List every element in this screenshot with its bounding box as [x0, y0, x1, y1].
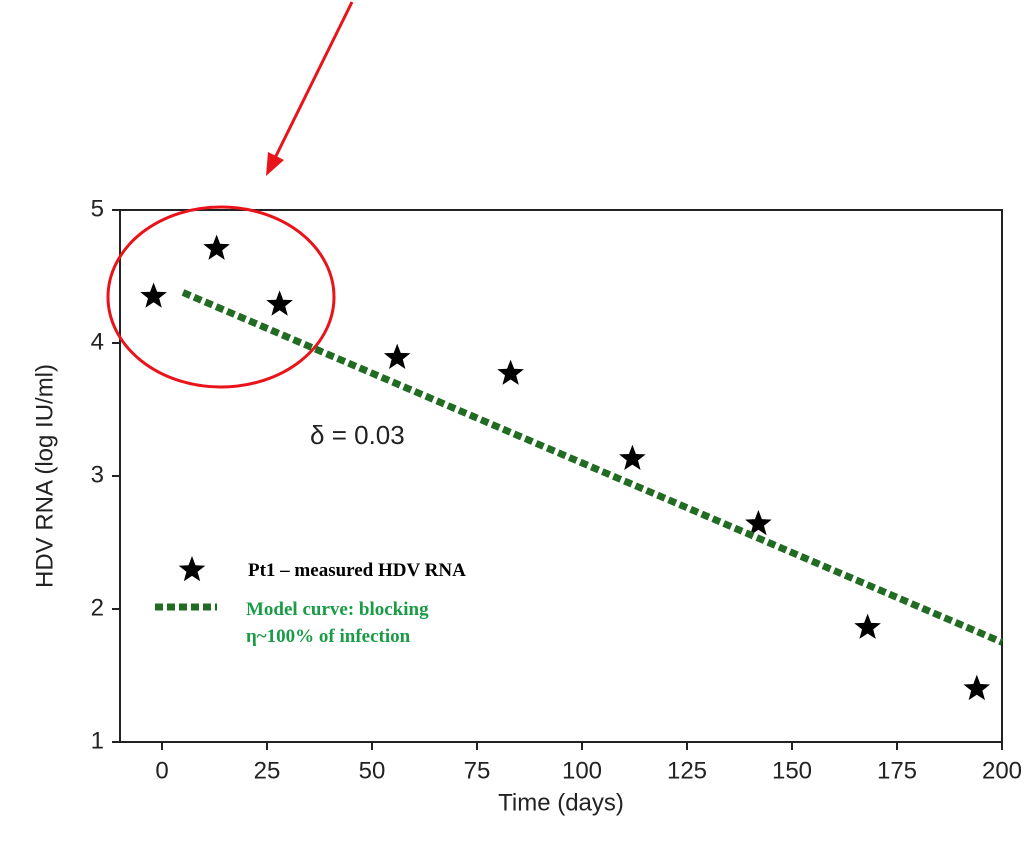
data-point	[497, 359, 524, 385]
y-tick-label: 2	[91, 594, 104, 621]
arrow-shaft	[272, 1, 354, 161]
x-tick-label: 50	[359, 757, 386, 784]
y-tick-label: 4	[91, 328, 104, 355]
data-point	[203, 234, 230, 260]
y-tick-label: 1	[91, 727, 104, 754]
highlight-circle	[106, 205, 336, 389]
x-tick-label: 125	[667, 757, 707, 784]
plot-frame	[119, 209, 1003, 743]
x-tick-label: 150	[772, 757, 812, 784]
data-point	[140, 282, 167, 308]
model-line	[181, 289, 1004, 646]
y-axis-label: HDV RNA (log IU/ml)	[31, 364, 58, 588]
data-point	[963, 674, 991, 701]
data-point	[383, 343, 411, 369]
data-point	[745, 509, 772, 536]
x-tick-label: 175	[877, 757, 917, 784]
data-point	[854, 613, 881, 639]
x-tick-label: 0	[155, 757, 168, 784]
legend-label: Pt1 – measured HDV RNA	[248, 560, 466, 581]
data-point	[266, 290, 293, 316]
legend-marker	[178, 556, 206, 582]
legend-label: Model curve: blocking η~100% of infectio…	[246, 599, 429, 647]
x-tick-label: 100	[562, 757, 602, 784]
data-point	[619, 444, 646, 470]
annotation: δ = 0.03	[310, 420, 405, 450]
y-tick-label: 5	[91, 195, 104, 222]
arrow-head	[266, 152, 284, 176]
x-tick-label: 75	[464, 757, 491, 784]
x-tick-label: 200	[982, 757, 1022, 784]
x-axis-label: Time (days)	[498, 789, 624, 816]
y-tick-label: 3	[91, 461, 104, 488]
x-tick-label: 25	[254, 757, 281, 784]
